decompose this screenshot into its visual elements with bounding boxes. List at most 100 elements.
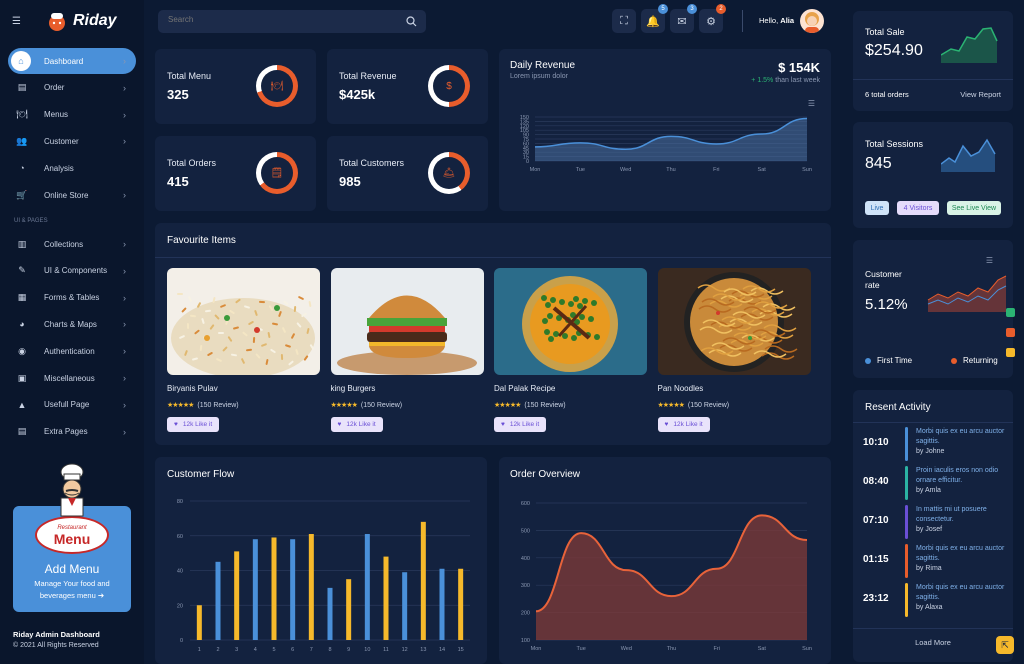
heart-icon: ♥	[664, 421, 669, 428]
like-button[interactable]: ♥ 12k Like it	[330, 417, 383, 432]
avatar[interactable]	[800, 9, 824, 33]
food-image[interactable]	[494, 268, 647, 375]
search-icon[interactable]	[406, 16, 417, 27]
forms-icon: ▦	[17, 292, 27, 303]
x-tick-label: 6	[291, 647, 294, 653]
chart-menu-icon[interactable]: ☰	[807, 99, 815, 108]
stat-value: 415	[167, 174, 189, 189]
stat-progress-ring: 🍽	[256, 65, 298, 107]
like-button[interactable]: ♥ 12k Like it	[167, 417, 220, 432]
bar[interactable]	[308, 534, 314, 640]
side-widget-green-icon[interactable]	[1006, 308, 1015, 317]
side-widget-yellow-icon[interactable]	[1006, 348, 1015, 357]
bar[interactable]	[439, 568, 445, 640]
stat-label: Total Customers	[339, 158, 405, 168]
user-greeting[interactable]: Hello, Alia	[759, 16, 795, 25]
sidebar-item-forms-tables[interactable]: ▦ Forms & Tables ›	[8, 285, 136, 311]
revenue-amount: $ 154K	[778, 60, 820, 75]
sidebar-item-dashboard[interactable]: ⌂ Dashboard ›	[8, 48, 136, 74]
activity-bar	[905, 466, 908, 500]
bar[interactable]	[364, 534, 370, 640]
sidebar-item-ui-components[interactable]: ✎ UI & Components ›	[8, 258, 136, 284]
scroll-top-button[interactable]: ⇱	[996, 636, 1014, 654]
bar[interactable]	[402, 572, 408, 640]
notifications-button[interactable]: 🔔 5	[641, 4, 668, 33]
like-button[interactable]: ♥ 12k Like it	[657, 417, 710, 432]
bar[interactable]	[196, 605, 202, 640]
bar[interactable]	[346, 579, 352, 640]
sidebar-item-charts-maps[interactable]: ◕ Charts & Maps ›	[8, 311, 136, 337]
legend-dot	[951, 357, 957, 364]
favourite-item[interactable]: Dal Palak Recipe ★★★★★ (150 Review) ♥ 12k …	[494, 268, 647, 432]
star-rating-icon: ★★★★★	[167, 402, 194, 409]
bell-icon: 🔔	[646, 15, 660, 28]
sidebar-item-authentication[interactable]: ◉ Authentication ›	[8, 338, 136, 364]
search-box[interactable]	[158, 10, 426, 33]
like-button[interactable]: ♥ 12k Like it	[494, 417, 547, 432]
view-report-link[interactable]: View Report	[960, 90, 1001, 99]
bar[interactable]	[215, 561, 221, 640]
food-name[interactable]: Biryanis Pulav	[167, 384, 218, 393]
food-name[interactable]: Pan Noodles	[657, 384, 704, 393]
message-badge: 3	[687, 4, 697, 14]
bar[interactable]	[383, 556, 389, 640]
sidebar-item-collections[interactable]: ▥ Collections ›	[8, 231, 136, 257]
series-line	[534, 117, 808, 151]
bar[interactable]	[290, 539, 296, 640]
x-tick-label: Sat	[758, 167, 767, 173]
settings-button[interactable]: ⚙ 2	[699, 4, 726, 33]
favourite-item[interactable]: king Burgers ★★★★★ (150 Review) ♥ 12k Like…	[330, 268, 484, 432]
search-input[interactable]	[168, 15, 388, 24]
bar[interactable]	[327, 587, 333, 640]
sidebar-item-analysis[interactable]: ◔ Analysis	[8, 155, 136, 181]
food-name[interactable]: Dal Palak Recipe	[494, 384, 556, 393]
add-menu-card[interactable]: Restaurant Menu Add Menu Manage Your foo…	[13, 506, 131, 612]
hamburger-icon[interactable]: ☰	[12, 16, 21, 27]
pages-icon: ▤	[17, 426, 27, 437]
sessions-value: 845	[865, 155, 892, 172]
menu-icon: 🍽	[16, 109, 28, 120]
side-widget-orange-icon[interactable]	[1006, 328, 1015, 337]
bar[interactable]	[420, 521, 426, 640]
sidebar-item-extra-pages[interactable]: ▤ Extra Pages ›	[8, 419, 136, 445]
activity-text: In mattis mi ut posuere consectetur. by J…	[916, 506, 987, 533]
favourite-item[interactable]: Pan Noodles ★★★★★ (150 Review) ♥ 12k Like …	[657, 268, 811, 432]
sidebar-item-order[interactable]: ▤ Order ›	[8, 75, 136, 101]
customer-rate-label: Customer rate	[865, 269, 902, 290]
avatar-icon	[805, 12, 819, 33]
y-tick-label: 60	[523, 141, 529, 147]
chart-menu-icon[interactable]: ☰	[985, 256, 993, 265]
sidebar-item-menus[interactable]: 🍽 Menus ›	[8, 102, 136, 128]
chevron-right-icon: ›	[123, 190, 126, 200]
load-more-link[interactable]: Load More	[915, 638, 951, 647]
chevron-right-icon: ›	[123, 56, 126, 66]
sidebar-item-usefull-page[interactable]: ▲ Usefull Page ›	[8, 392, 136, 418]
food-image[interactable]	[167, 268, 320, 375]
food-name[interactable]: king Burgers	[330, 384, 376, 393]
messages-button[interactable]: ✉ 3	[670, 4, 697, 33]
food-image[interactable]	[330, 268, 484, 375]
bar[interactable]	[234, 551, 240, 640]
live-chip[interactable]: Live	[865, 201, 889, 215]
gear-icon: ⚙	[706, 15, 716, 28]
x-tick-label: Sun	[802, 646, 812, 652]
sidebar-item-customer[interactable]: 👥 Customer ›	[8, 128, 136, 154]
misc-icon: ▣	[17, 372, 27, 383]
sidebar-item-miscellaneous[interactable]: ▣ Miscellaneous ›	[8, 365, 136, 391]
bar[interactable]	[271, 537, 277, 640]
users-icon: 👥	[16, 135, 28, 146]
visitors-chip[interactable]: 4 Visitors	[897, 201, 939, 215]
bar[interactable]	[252, 539, 258, 640]
brand-logo[interactable]: Riday	[46, 10, 117, 32]
favourite-item[interactable]: Biryanis Pulav ★★★★★ (150 Review) ♥ 12k Li…	[167, 268, 320, 432]
fullscreen-button[interactable]: ⛶	[612, 9, 636, 33]
revenue-subtitle: Lorem ipsum dolor	[510, 73, 568, 80]
sidebar-item-label: Collections	[44, 239, 84, 249]
see-live-view-chip[interactable]: See Live View	[947, 201, 1001, 215]
bar[interactable]	[458, 568, 464, 640]
heart-icon: ♥	[337, 421, 342, 428]
food-image[interactable]	[657, 268, 811, 375]
chevron-right-icon: ›	[123, 319, 126, 330]
sidebar-item-online-store[interactable]: 🛒 Online Store ›	[8, 182, 136, 208]
x-tick-label: 4	[254, 647, 257, 653]
